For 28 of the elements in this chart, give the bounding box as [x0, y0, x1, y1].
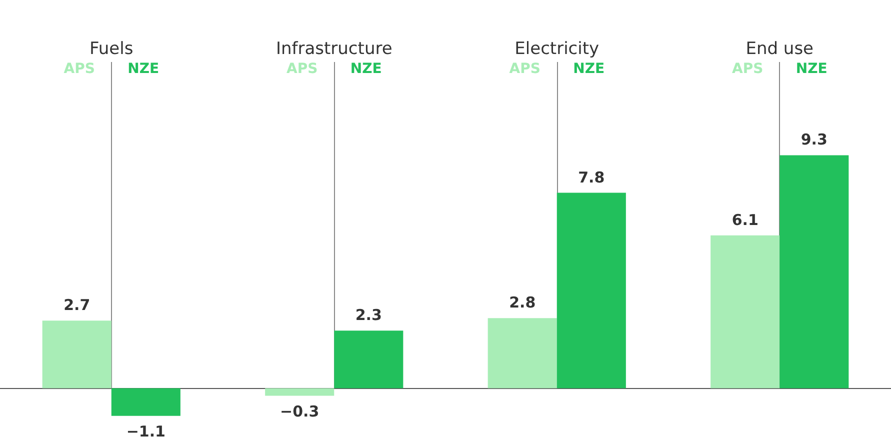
data-label: 2.8	[509, 294, 536, 312]
text: NZE	[573, 61, 605, 77]
bar	[111, 388, 180, 416]
bar	[710, 235, 780, 388]
x-tick-label: Electricity	[514, 39, 600, 59]
bar	[265, 388, 334, 396]
bar	[556, 192, 626, 388]
x-tick-label: Fuels	[90, 39, 134, 59]
text: APS	[509, 61, 540, 77]
bar	[488, 318, 557, 388]
data-label: 2.3	[355, 306, 382, 324]
text: APS	[732, 61, 764, 77]
text: NZE	[128, 61, 160, 77]
data-label: 7.8	[578, 168, 605, 186]
x-tick-label: Infrastructure	[276, 39, 392, 59]
data-label: 2.7	[64, 296, 90, 314]
data-label: −1.1	[126, 422, 166, 440]
data-label: −0.3	[280, 402, 320, 420]
data-label: 6.1	[732, 210, 758, 229]
text: NZE	[350, 61, 382, 77]
text: NZE	[796, 61, 828, 77]
text: APS	[64, 61, 95, 77]
bar	[780, 155, 849, 388]
bar	[42, 320, 112, 388]
text: APS	[286, 61, 318, 77]
x-tick-label: End use	[746, 39, 814, 59]
data-label: 9.3	[800, 130, 828, 149]
bar	[334, 330, 404, 388]
